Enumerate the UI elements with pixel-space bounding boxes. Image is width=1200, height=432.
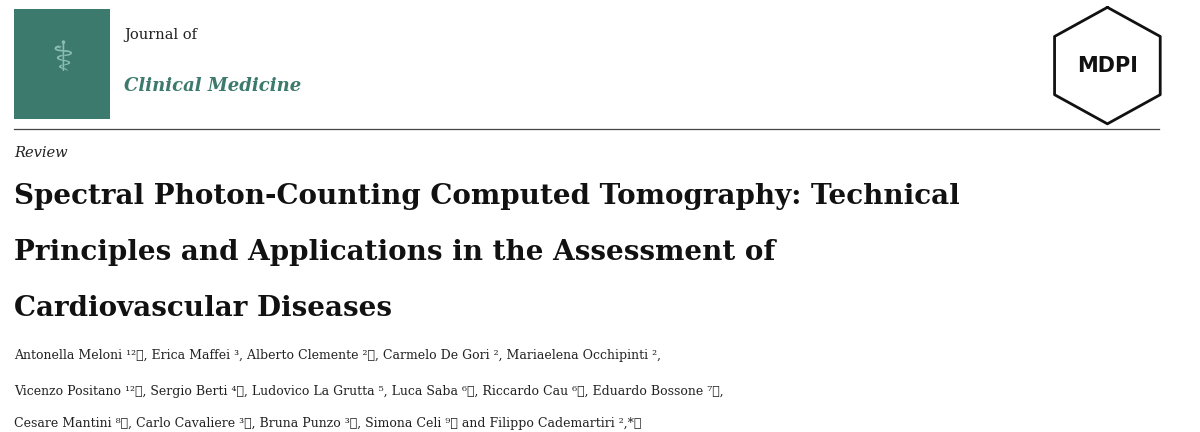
Text: Clinical Medicine: Clinical Medicine (125, 77, 301, 95)
Text: Cesare Mantini ⁸ⓓ, Carlo Cavaliere ³ⓓ, Bruna Punzo ³ⓓ, Simona Celi ⁹ⓓ and Filipp: Cesare Mantini ⁸ⓓ, Carlo Cavaliere ³ⓓ, B… (14, 417, 642, 430)
Text: Vicenzo Positano ¹²ⓓ, Sergio Berti ⁴ⓓ, Ludovico La Grutta ⁵, Luca Saba ⁶ⓓ, Ricca: Vicenzo Positano ¹²ⓓ, Sergio Berti ⁴ⓓ, L… (14, 385, 724, 398)
Text: Journal of: Journal of (125, 28, 197, 41)
Text: Review: Review (14, 146, 67, 160)
Text: Antonella Meloni ¹²ⓓ, Erica Maffei ³, Alberto Clemente ²ⓓ, Carmelo De Gori ², Ma: Antonella Meloni ¹²ⓓ, Erica Maffei ³, Al… (14, 349, 661, 362)
Text: Principles and Applications in the Assessment of: Principles and Applications in the Asses… (14, 239, 775, 266)
Text: ⚕: ⚕ (50, 38, 73, 80)
FancyBboxPatch shape (14, 9, 110, 119)
Text: Cardiovascular Diseases: Cardiovascular Diseases (14, 295, 392, 322)
Text: Spectral Photon-Counting Computed Tomography: Technical: Spectral Photon-Counting Computed Tomogr… (14, 183, 960, 210)
Text: MDPI: MDPI (1076, 56, 1138, 76)
